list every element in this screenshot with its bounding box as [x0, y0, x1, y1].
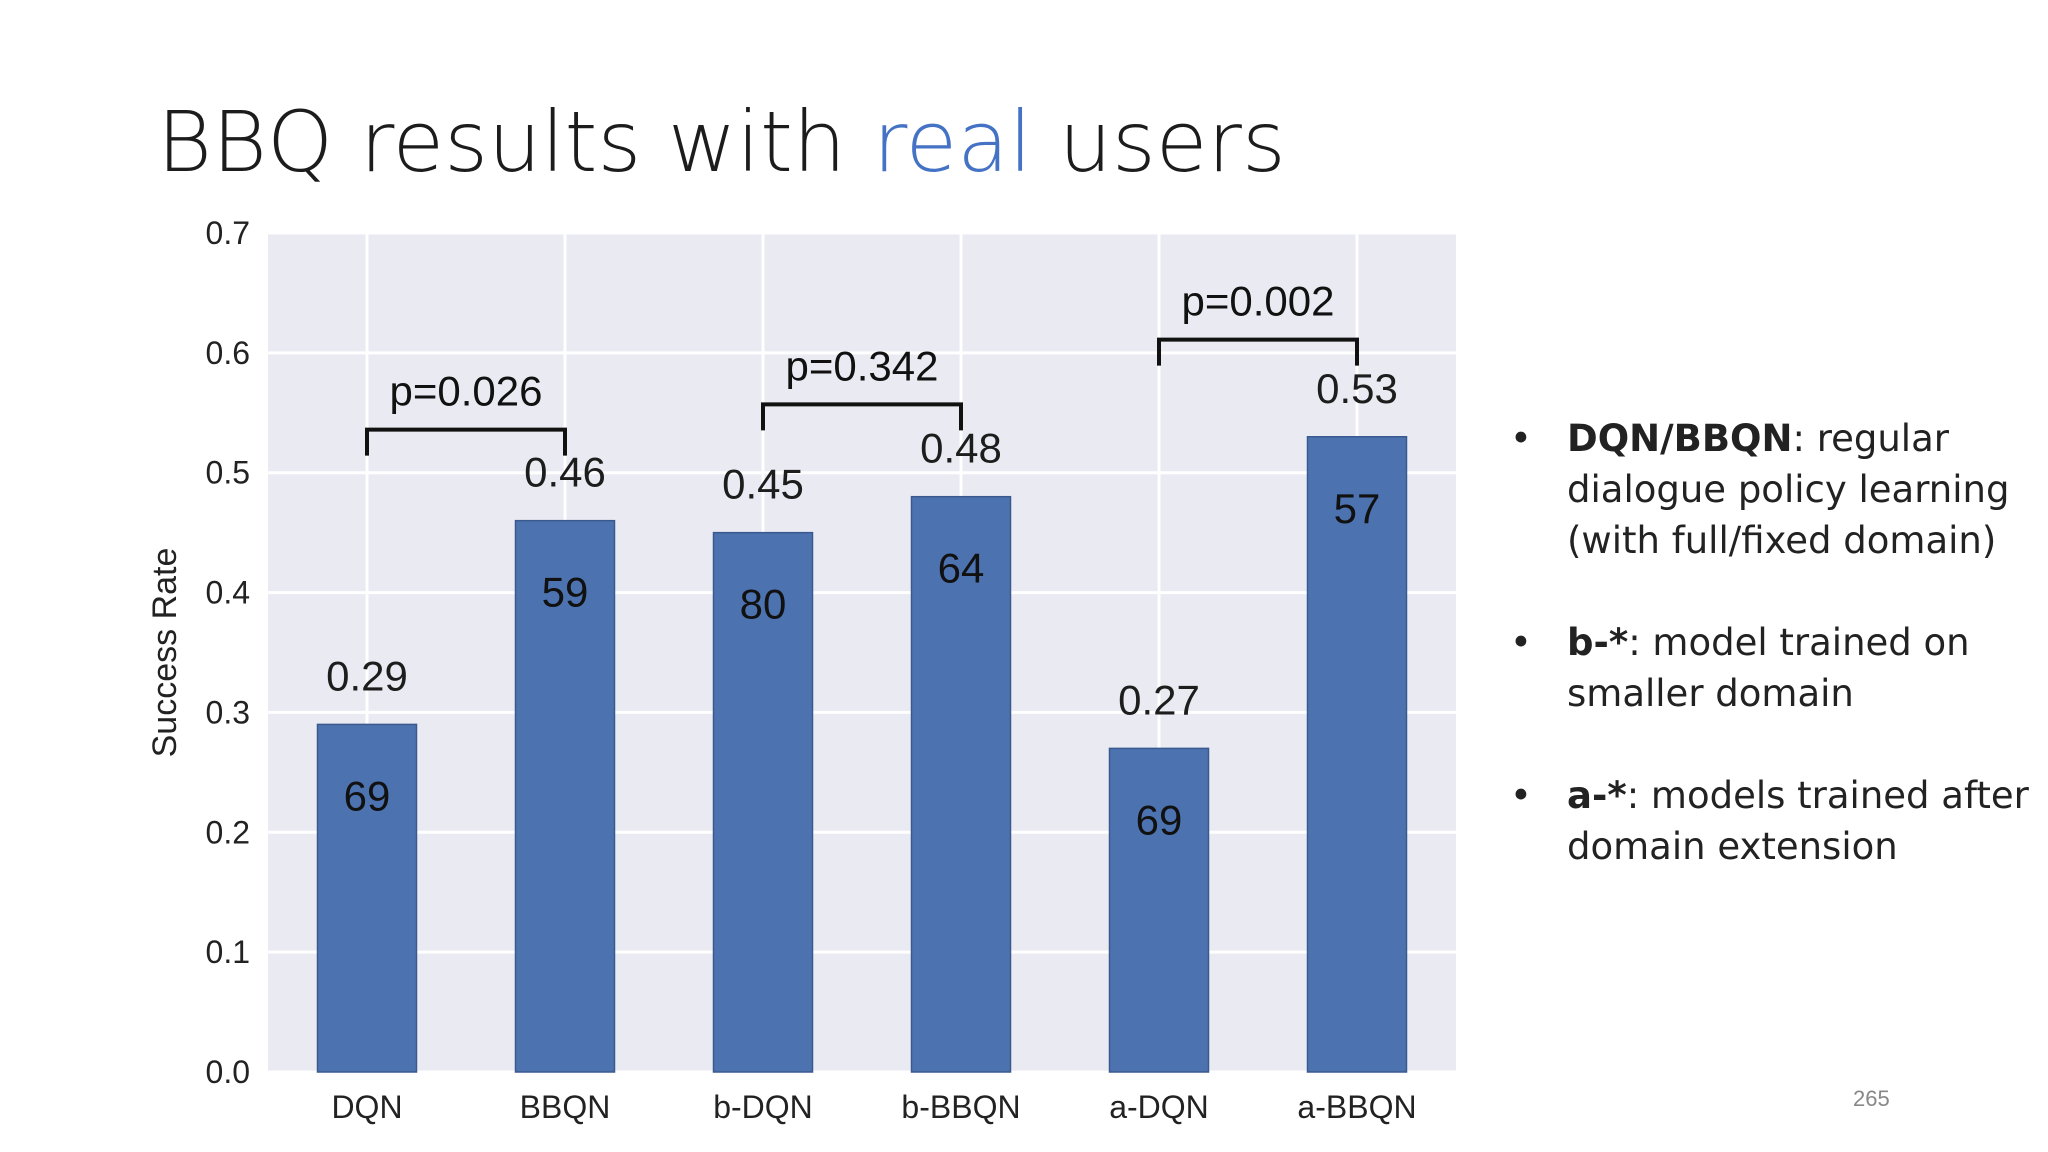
- x-tick-label: b-DQN: [713, 1089, 813, 1125]
- y-tick-label: 0.1: [206, 934, 250, 970]
- bar: [316, 723, 418, 1073]
- note-text: : models trained after domain extension: [1567, 774, 2029, 868]
- x-tick-label: a-DQN: [1109, 1089, 1209, 1125]
- x-tick-label: DQN: [331, 1089, 402, 1125]
- bar: [1108, 747, 1210, 1073]
- note-term: DQN/BBQN: [1567, 417, 1793, 460]
- y-tick-label: 0.2: [206, 814, 250, 850]
- y-tick-label: 0.6: [206, 335, 250, 371]
- bar-value-label: 0.29: [326, 652, 408, 699]
- p-value-label: p=0.002: [1182, 278, 1335, 325]
- note-item: • DQN/BBQN: regular dialogue policy learn…: [1510, 413, 2030, 566]
- bar: [1306, 436, 1408, 1073]
- notes-list: • DQN/BBQN: regular dialogue policy learn…: [1510, 413, 2030, 923]
- bar-inner-label: 69: [344, 772, 391, 819]
- significance-bracket: [1157, 337, 1359, 366]
- page-number: 265: [1853, 1086, 1890, 1111]
- bar-inner-label: 64: [938, 545, 985, 592]
- bullet-icon: •: [1510, 774, 1532, 817]
- bar-inner-label: 80: [740, 581, 787, 628]
- bar-inner-label: 59: [542, 569, 589, 616]
- note-term: a-*: [1567, 774, 1627, 817]
- slide-title: BBQ results with real users: [157, 88, 1286, 196]
- note-term: b-*: [1567, 621, 1629, 664]
- bar-value-label: 0.48: [920, 425, 1002, 472]
- bar-value-label: 0.45: [722, 461, 804, 508]
- title-part2: users: [1032, 93, 1286, 191]
- plot-area: [268, 233, 1456, 1072]
- y-tick-label: 0.3: [206, 694, 250, 730]
- x-tick-label: a-BBQN: [1297, 1089, 1416, 1125]
- bar: [712, 531, 814, 1073]
- title-part1: BBQ results with: [157, 93, 873, 191]
- bar-value-label: 0.46: [524, 449, 606, 496]
- x-tick-label: b-BBQN: [901, 1089, 1020, 1125]
- bar-inner-label: 69: [1136, 796, 1183, 843]
- significance-bracket: [365, 427, 567, 456]
- p-value-label: p=0.342: [786, 342, 939, 389]
- p-value-label: p=0.026: [390, 368, 543, 415]
- y-tick-label: 0.4: [206, 575, 250, 611]
- y-axis-label: Success Rate: [146, 548, 184, 758]
- note-item: • b-*: model trained on smaller domain: [1510, 617, 2030, 719]
- bar-inner-label: 57: [1334, 485, 1381, 532]
- bar: [514, 519, 616, 1073]
- x-tick-label: BBQN: [520, 1089, 611, 1125]
- note-text: : regular dialogue policy learning (with…: [1567, 417, 2010, 562]
- y-tick-label: 0.7: [206, 215, 250, 251]
- note-text: : model trained on smaller domain: [1567, 621, 1970, 715]
- y-tick-label: 0.0: [206, 1054, 250, 1090]
- bullet-icon: •: [1510, 417, 1532, 460]
- bar-value-label: 0.53: [1316, 365, 1398, 412]
- bar: [910, 495, 1012, 1073]
- significance-bracket: [761, 402, 963, 431]
- note-item: • a-*: models trained after domain extens…: [1510, 770, 2030, 872]
- bullet-icon: •: [1510, 621, 1532, 664]
- title-highlight: real: [872, 93, 1033, 191]
- y-tick-label: 0.5: [206, 455, 250, 491]
- bar-value-label: 0.27: [1118, 676, 1200, 723]
